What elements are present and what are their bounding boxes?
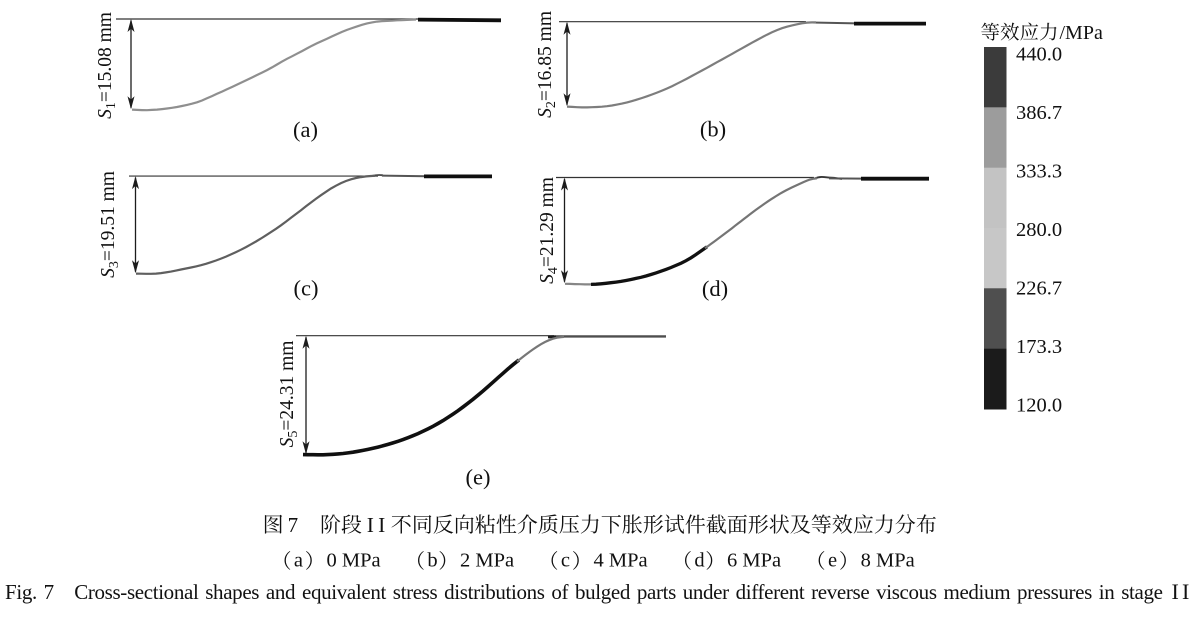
svg-text:120.0: 120.0 xyxy=(1016,395,1062,417)
svg-text:173.3: 173.3 xyxy=(1016,336,1062,358)
svg-text:(b): (b) xyxy=(700,117,726,142)
svg-text:333.3: 333.3 xyxy=(1016,161,1062,183)
svg-text:d: d xyxy=(694,550,704,572)
svg-text:II: II xyxy=(1172,579,1193,604)
svg-text:/MPa: /MPa xyxy=(1060,22,1103,44)
svg-text:S5=24.31 mm: S5=24.31 mm xyxy=(277,341,301,448)
svg-text:386.7: 386.7 xyxy=(1016,102,1062,124)
svg-text:b: b xyxy=(427,550,437,572)
svg-text:c: c xyxy=(561,550,570,572)
svg-text:6 MPa: 6 MPa xyxy=(727,550,781,572)
svg-text:4 MPa: 4 MPa xyxy=(594,550,648,572)
svg-text:226.7: 226.7 xyxy=(1016,278,1062,300)
svg-text:(e): (e) xyxy=(466,465,491,490)
svg-text:S1=15.08 mm: S1=15.08 mm xyxy=(95,12,119,119)
svg-text:8 MPa: 8 MPa xyxy=(861,550,915,572)
svg-text:Fig. 7 Cross-sectional shape: Fig. 7 Cross-sectional shapes and equiva… xyxy=(5,580,1163,604)
svg-text:a: a xyxy=(294,550,303,572)
svg-text:280.0: 280.0 xyxy=(1016,219,1062,241)
svg-text:7: 7 xyxy=(288,513,299,537)
svg-text:e: e xyxy=(828,550,837,572)
svg-text:S4=21.29 mm: S4=21.29 mm xyxy=(537,177,561,284)
svg-text:S3=19.51 mm: S3=19.51 mm xyxy=(98,171,122,278)
svg-text:440.0: 440.0 xyxy=(1016,44,1062,66)
svg-text:(d): (d) xyxy=(702,276,728,301)
svg-text:(c): (c) xyxy=(294,276,319,301)
svg-text:(a): (a) xyxy=(293,117,318,142)
svg-text:II: II xyxy=(367,513,390,537)
svg-text:0 MPa: 0 MPa xyxy=(327,550,381,572)
svg-text:S2=16.85 mm: S2=16.85 mm xyxy=(535,11,559,118)
svg-text:2 MPa: 2 MPa xyxy=(460,550,514,572)
